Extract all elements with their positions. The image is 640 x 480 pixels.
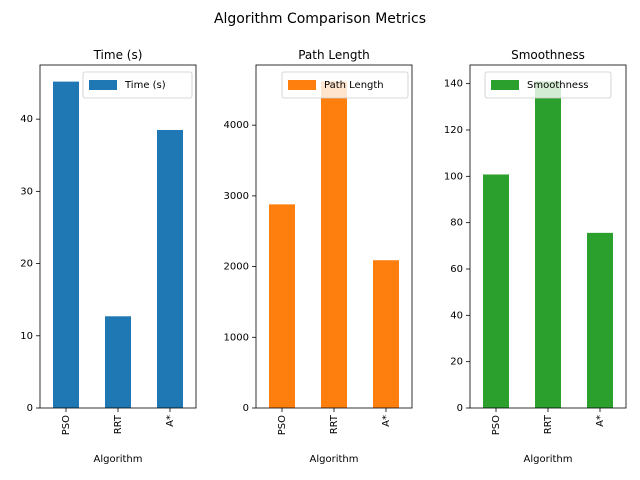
y-tick-label: 2000 <box>224 262 249 273</box>
chart-title: Time (s) <box>93 48 143 62</box>
x-tick-label: RRT <box>329 414 340 434</box>
chart-title: Path Length <box>298 48 370 62</box>
x-axis-label: Algorithm <box>524 454 573 465</box>
y-tick-label: 20 <box>20 259 33 270</box>
legend-label: Smoothness <box>527 80 589 91</box>
bar-rrt <box>535 81 561 408</box>
bar-pso <box>483 174 509 408</box>
legend: Time (s) <box>82 71 193 99</box>
x-axis-label: Algorithm <box>310 454 359 465</box>
y-tick-label: 3000 <box>224 191 249 202</box>
bar-pso <box>53 81 79 408</box>
y-tick-label: 0 <box>243 403 249 414</box>
figure-suptitle: Algorithm Comparison Metrics <box>214 11 426 27</box>
axes-frame <box>255 64 413 409</box>
legend-box <box>82 71 193 99</box>
y-tick-label: 0 <box>27 403 33 414</box>
axes-frame <box>39 64 197 409</box>
x-axis-label: Algorithm <box>94 454 143 465</box>
y-tick-label: 100 <box>444 171 463 182</box>
legend-label: Time (s) <box>124 80 166 91</box>
legend-swatch <box>491 80 519 90</box>
chart-panel-1: PSO RRT A* 0 10 20 30 40 Time (s) Algorithm Time (… <box>20 48 197 465</box>
bar-rrt <box>105 316 131 408</box>
legend-box <box>281 71 409 99</box>
chart-panel-2: PSO RRT A* 0 1000 2000 3000 4000 Path Length Algo… <box>224 48 413 465</box>
y-tick-label: 120 <box>444 125 463 136</box>
legend-box <box>484 71 612 99</box>
y-tick-label: 40 <box>450 310 463 321</box>
x-tick-label: PSO <box>491 415 502 435</box>
x-tick-label: A* <box>381 415 392 427</box>
x-tick-label: RRT <box>113 414 124 434</box>
y-tick-label: 80 <box>450 218 463 229</box>
legend: Smoothness <box>484 71 612 99</box>
y-tick-label: 4000 <box>224 120 249 131</box>
y-tick-label: 40 <box>20 114 33 125</box>
bar-astar <box>157 129 183 408</box>
x-tick-label: RRT <box>543 414 554 434</box>
legend: Path Length <box>281 71 409 99</box>
bar-astar <box>587 232 613 408</box>
bar-astar <box>373 260 399 408</box>
y-tick-label: 30 <box>20 186 33 197</box>
y-tick-label: 60 <box>450 264 463 275</box>
y-tick-label: 140 <box>444 79 463 90</box>
y-tick-label: 10 <box>20 331 33 342</box>
bar-rrt <box>321 81 347 408</box>
x-tick-label: PSO <box>61 415 72 435</box>
chart-panel-3: PSO RRT A* 0 20 40 60 80 100 120 140 Smoothness Algo… <box>444 48 627 465</box>
x-tick-label: PSO <box>277 415 288 435</box>
axes-frame <box>469 64 627 409</box>
legend-swatch <box>288 80 316 90</box>
legend-label: Path Length <box>324 80 384 91</box>
bar-pso <box>269 204 295 408</box>
y-tick-label: 0 <box>457 403 463 414</box>
y-tick-label: 20 <box>450 357 463 368</box>
x-tick-label: A* <box>595 415 606 427</box>
y-tick-label: 1000 <box>224 332 249 343</box>
chart-title: Smoothness <box>511 48 585 62</box>
legend-swatch <box>89 80 117 90</box>
x-tick-label: A* <box>165 415 176 427</box>
